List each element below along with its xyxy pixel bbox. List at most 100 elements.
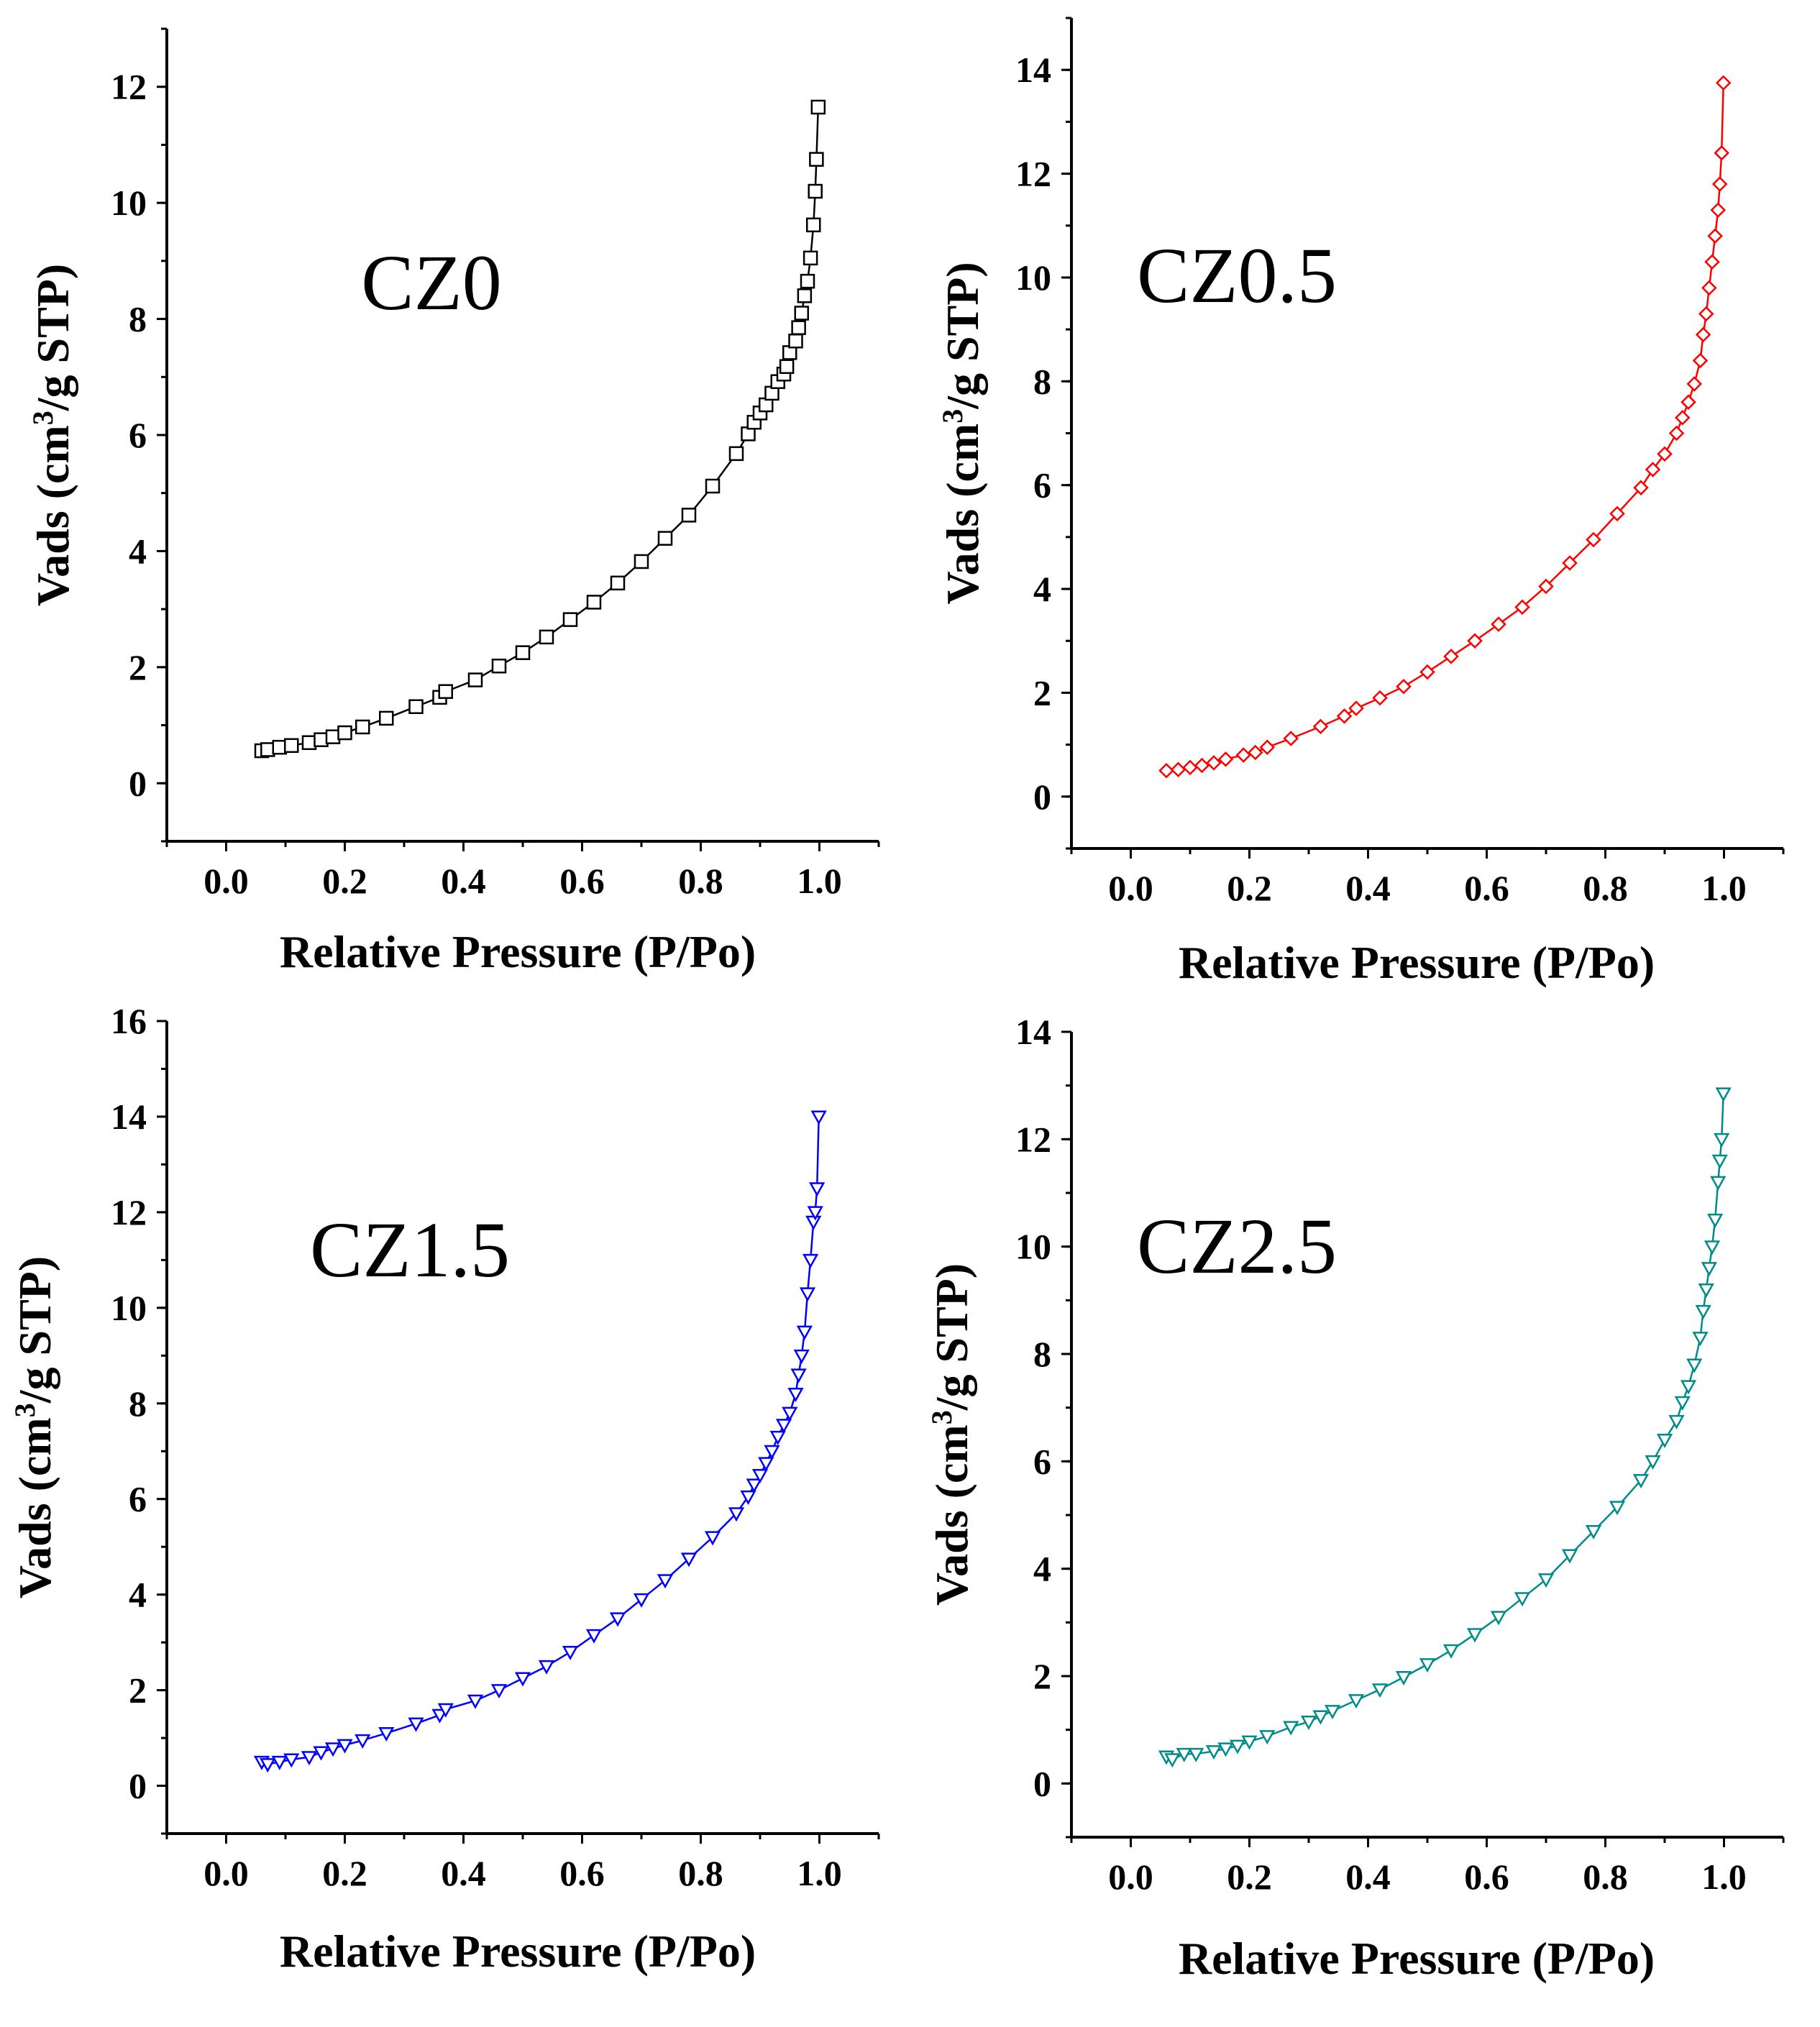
data-point	[562, 612, 578, 627]
y-tick-label: 8	[1033, 361, 1051, 401]
series-line	[1166, 1093, 1724, 1761]
y-tick-label: 2	[129, 647, 147, 687]
data-point	[337, 1739, 353, 1754]
data-point	[796, 1325, 813, 1340]
data-point	[538, 1660, 555, 1675]
data-point	[1633, 480, 1649, 496]
data-point	[1698, 1283, 1714, 1298]
x-axis-title: Relative Pressure (P/Po)	[280, 926, 756, 977]
data-point	[408, 1717, 424, 1732]
x-tick-label: 1.0	[1701, 1857, 1747, 1897]
data-point	[1645, 1455, 1661, 1470]
series-line	[261, 106, 820, 752]
data-point	[379, 710, 394, 726]
data-point	[1632, 1474, 1650, 1489]
data-point	[1686, 1358, 1703, 1373]
y-tick-label: 8	[129, 299, 147, 339]
data-point	[1715, 75, 1732, 91]
data-point	[800, 273, 815, 289]
data-point	[437, 1703, 454, 1718]
data-point	[283, 1753, 300, 1768]
data-point	[355, 1734, 371, 1749]
data-point	[1247, 744, 1263, 761]
data-point	[585, 1629, 603, 1644]
data-point	[609, 1612, 626, 1627]
data-point	[1561, 1549, 1578, 1564]
data-point	[1668, 425, 1685, 441]
data-point	[467, 672, 483, 687]
data-point	[515, 645, 531, 660]
data-point	[1704, 254, 1720, 270]
data-point	[1348, 1694, 1365, 1709]
data-point	[355, 719, 370, 735]
data-point	[1182, 759, 1198, 776]
y-tick-label: 4	[129, 1575, 147, 1615]
data-point	[1609, 1501, 1626, 1516]
data-point	[1300, 1716, 1317, 1731]
y-tick-label: 12	[111, 1192, 147, 1232]
data-point	[1692, 1332, 1709, 1347]
y-tick-label: 6	[1033, 465, 1051, 505]
x-tick-label: 0.6	[559, 1853, 605, 1893]
y-tick-label: 2	[129, 1670, 147, 1711]
data-point	[1395, 1671, 1412, 1686]
data-point	[1443, 649, 1459, 664]
data-point	[705, 478, 721, 494]
data-point	[680, 1552, 698, 1568]
data-point	[408, 699, 424, 714]
data-point	[797, 288, 813, 303]
panel-label: CZ1.5	[310, 1206, 510, 1294]
data-point	[1715, 1087, 1732, 1102]
data-point	[681, 508, 697, 523]
data-point	[1585, 1524, 1602, 1539]
y-axis-title: Vads (cm3/g STP)	[936, 262, 989, 604]
data-point	[791, 320, 806, 335]
data-point	[1707, 228, 1723, 244]
panel-label: CZ2.5	[1137, 1202, 1337, 1290]
data-point	[1158, 762, 1174, 779]
data-point	[1206, 755, 1222, 771]
data-point	[1586, 531, 1601, 548]
data-point	[1711, 1154, 1728, 1169]
x-tick-label: 0.2	[322, 1853, 367, 1893]
y-tick-label: 0	[129, 763, 147, 803]
data-point	[799, 1287, 816, 1302]
data-point	[787, 1388, 804, 1403]
data-point	[431, 1708, 448, 1724]
y-tick-label: 4	[129, 531, 147, 571]
x-tick-label: 0.8	[1583, 1857, 1628, 1897]
data-point	[260, 1758, 276, 1773]
data-point	[728, 1507, 745, 1522]
data-point	[1194, 757, 1210, 774]
data-point	[1348, 700, 1364, 716]
data-point	[610, 575, 626, 591]
data-point	[1562, 555, 1578, 571]
data-point	[1710, 202, 1727, 218]
data-point	[1686, 376, 1703, 392]
data-point	[802, 250, 818, 266]
y-tick-label: 6	[1033, 1441, 1051, 1481]
data-point	[657, 1574, 674, 1589]
y-tick-label: 12	[1015, 154, 1051, 194]
y-tick-label: 14	[1015, 1012, 1051, 1052]
data-point	[1514, 599, 1530, 616]
data-point	[1336, 708, 1353, 724]
data-point	[758, 1457, 774, 1472]
data-point	[1164, 1753, 1181, 1768]
y-tick-label: 6	[129, 1479, 147, 1519]
y-tick-label: 0	[1033, 777, 1051, 817]
data-point	[1656, 1434, 1673, 1449]
data-point	[806, 217, 821, 233]
data-point	[782, 1406, 798, 1422]
data-point	[1674, 1396, 1691, 1411]
y-tick-label: 14	[1015, 50, 1051, 90]
x-tick-label: 0.6	[1464, 1857, 1509, 1897]
data-point	[764, 1445, 780, 1460]
series-line	[1166, 83, 1724, 772]
y-tick-label: 10	[1015, 257, 1051, 298]
x-tick-label: 0.6	[559, 861, 605, 901]
data-point	[809, 152, 824, 167]
data-point	[775, 1419, 792, 1434]
data-point	[1217, 1742, 1234, 1757]
x-tick-label: 0.0	[204, 861, 249, 901]
